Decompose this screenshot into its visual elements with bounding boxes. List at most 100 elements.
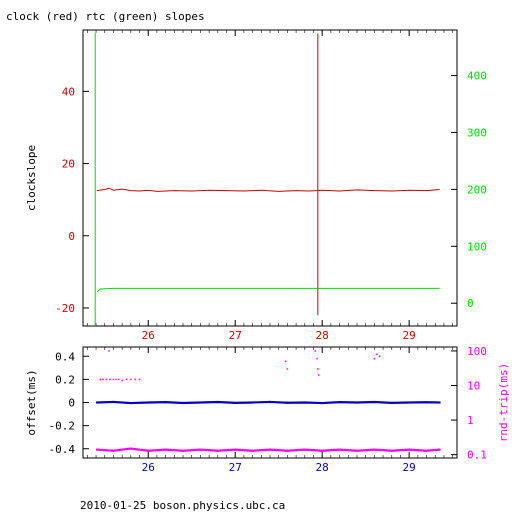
data-point-rnd-trip bbox=[338, 448, 341, 451]
x-tick-label: 27 bbox=[229, 329, 242, 342]
y2-tick-label: 400 bbox=[467, 70, 487, 83]
data-point-rnd-trip bbox=[269, 448, 271, 451]
y-tick-label: 0 bbox=[68, 397, 75, 410]
outlier-point-rnd-trip bbox=[102, 378, 104, 381]
bottom-chart-panel: 26 27 28 29 -0.4 -0.2 0 0.2 0.4 0.1 1 10 100 offset(m… bbox=[25, 345, 510, 474]
data-point-rnd-trip bbox=[373, 448, 376, 451]
y2-tick-label: 300 bbox=[467, 126, 487, 139]
data-point-rnd-trip bbox=[390, 449, 393, 452]
data-point-offset bbox=[129, 402, 132, 405]
outlier-point-rnd-trip bbox=[112, 378, 115, 381]
data-point-offset bbox=[164, 401, 167, 404]
data-point-offset bbox=[147, 401, 150, 404]
outlier-point-rnd-trip bbox=[117, 378, 120, 381]
data-point-offset bbox=[286, 401, 289, 404]
data-point-offset bbox=[303, 401, 306, 404]
outlier-point-rnd-trip bbox=[284, 360, 287, 363]
outlier-point-rnd-trip bbox=[317, 368, 319, 370]
outlier-point-rnd-trip bbox=[105, 378, 108, 381]
data-point-rnd-trip bbox=[112, 449, 115, 452]
y-tick-label: 0 bbox=[68, 230, 75, 243]
data-point-offset bbox=[355, 401, 358, 404]
data-point-rnd-trip bbox=[321, 449, 324, 452]
data-point-offset bbox=[425, 401, 428, 404]
outlier-point-rnd-trip bbox=[99, 378, 102, 381]
y2-tick-label: 0 bbox=[467, 297, 474, 310]
data-point-rnd-trip bbox=[216, 449, 219, 452]
outlier-point-rnd-trip bbox=[378, 355, 381, 358]
data-point-offset bbox=[321, 402, 324, 405]
data-point-rnd-trip bbox=[355, 449, 358, 452]
x-tick-label: 27 bbox=[229, 461, 242, 474]
y2-tick-label: 1 bbox=[467, 414, 474, 427]
data-point-rnd-trip bbox=[95, 448, 98, 451]
data-point-offset bbox=[234, 401, 237, 404]
y2-tick-label: 0.1 bbox=[467, 449, 487, 462]
data-point-offset bbox=[269, 400, 271, 403]
y-tick-label: -20 bbox=[55, 302, 75, 315]
y-axis-label: offset(ms) bbox=[25, 369, 38, 435]
footer-caption: 2010-01-25 boson.physics.ubc.ca bbox=[80, 499, 285, 512]
x-tick-label: 28 bbox=[316, 461, 329, 474]
data-point-rnd-trip bbox=[408, 448, 411, 451]
outlier-point-rnd-trip bbox=[314, 350, 316, 352]
data-point-rnd-trip bbox=[251, 449, 254, 452]
data-point-offset bbox=[199, 401, 202, 404]
y2-tick-label: 100 bbox=[467, 240, 487, 253]
x-tick-label: 26 bbox=[142, 461, 155, 474]
y-tick-label: -0.2 bbox=[49, 420, 76, 433]
data-point-offset bbox=[95, 401, 98, 404]
y-axis-label: clockslope bbox=[25, 145, 38, 211]
y2-axis-label: rnd-trip(ms) bbox=[497, 363, 510, 442]
y2-tick-label: 10 bbox=[467, 380, 480, 393]
y-tick-label: 0.4 bbox=[55, 350, 75, 363]
outlier-point-rnd-trip bbox=[115, 378, 117, 381]
data-point-rnd-trip bbox=[199, 448, 202, 451]
data-point-rnd-trip bbox=[129, 447, 132, 450]
x-tick-label: 29 bbox=[403, 461, 416, 474]
y-tick-label: 0.2 bbox=[55, 373, 75, 386]
outlier-point-rnd-trip bbox=[376, 353, 378, 356]
data-point-offset bbox=[408, 401, 411, 404]
data-point-offset bbox=[390, 401, 393, 404]
outlier-point-rnd-trip bbox=[109, 378, 111, 381]
data-point-offset bbox=[182, 401, 185, 404]
outlier-point-rnd-trip bbox=[108, 350, 110, 352]
outlier-point-rnd-trip bbox=[286, 368, 289, 370]
outlier-point-rnd-trip bbox=[138, 378, 141, 381]
outlier-point-rnd-trip bbox=[125, 378, 128, 381]
x-tick-label: 28 bbox=[316, 329, 329, 342]
data-point-rnd-trip bbox=[147, 449, 150, 452]
outlier-point-rnd-trip bbox=[134, 378, 136, 381]
plot-frame bbox=[82, 29, 458, 327]
data-point-rnd-trip bbox=[438, 448, 441, 451]
data-point-rnd-trip bbox=[234, 448, 237, 451]
data-point-rnd-trip bbox=[164, 448, 167, 451]
outlier-point-rnd-trip bbox=[316, 357, 318, 360]
data-point-offset bbox=[251, 401, 254, 404]
data-point-rnd-trip bbox=[182, 449, 185, 452]
series-line-rtc bbox=[96, 287, 440, 293]
data-point-offset bbox=[112, 400, 115, 403]
series-line-clock bbox=[96, 187, 440, 192]
data-point-offset bbox=[338, 401, 341, 404]
outlier-point-rnd-trip bbox=[317, 374, 320, 376]
outlier-point-rnd-trip bbox=[373, 357, 376, 360]
outlier-point-rnd-trip bbox=[130, 378, 132, 381]
data-point-offset bbox=[373, 401, 376, 404]
outlier-point-rnd-trip bbox=[121, 379, 123, 382]
data-point-rnd-trip bbox=[286, 449, 289, 452]
data-point-offset bbox=[216, 401, 219, 404]
x-tick-label: 26 bbox=[142, 329, 155, 342]
y-tick-label: 40 bbox=[62, 85, 75, 98]
data-point-rnd-trip bbox=[425, 449, 428, 452]
y-tick-label: -0.4 bbox=[49, 443, 76, 456]
y-tick-label: 20 bbox=[62, 158, 75, 171]
data-point-rnd-trip bbox=[303, 448, 306, 451]
y2-tick-label: 100 bbox=[467, 345, 487, 358]
y2-tick-label: 200 bbox=[467, 183, 487, 196]
data-point-offset bbox=[438, 401, 441, 404]
x-tick-label: 29 bbox=[403, 329, 416, 342]
